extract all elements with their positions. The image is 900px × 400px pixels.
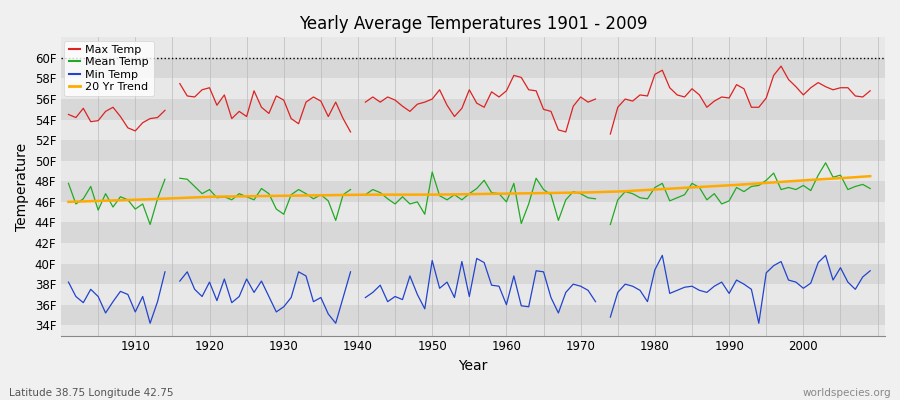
- Legend: Max Temp, Mean Temp, Min Temp, 20 Yr Trend: Max Temp, Mean Temp, Min Temp, 20 Yr Tre…: [65, 41, 154, 96]
- Bar: [61, 58, 885, 78]
- Bar: [61, 264, 885, 284]
- Bar: [61, 284, 885, 305]
- Bar: [61, 140, 885, 161]
- Bar: [61, 222, 885, 243]
- Bar: [61, 120, 885, 140]
- Text: worldspecies.org: worldspecies.org: [803, 388, 891, 398]
- Bar: [61, 78, 885, 99]
- Bar: [61, 99, 885, 120]
- X-axis label: Year: Year: [458, 359, 488, 373]
- Bar: [61, 181, 885, 202]
- Bar: [61, 243, 885, 264]
- Title: Yearly Average Temperatures 1901 - 2009: Yearly Average Temperatures 1901 - 2009: [299, 15, 647, 33]
- Bar: [61, 305, 885, 325]
- Bar: [61, 161, 885, 181]
- Text: Latitude 38.75 Longitude 42.75: Latitude 38.75 Longitude 42.75: [9, 388, 174, 398]
- Bar: [61, 202, 885, 222]
- Y-axis label: Temperature: Temperature: [15, 142, 29, 230]
- Bar: [61, 37, 885, 58]
